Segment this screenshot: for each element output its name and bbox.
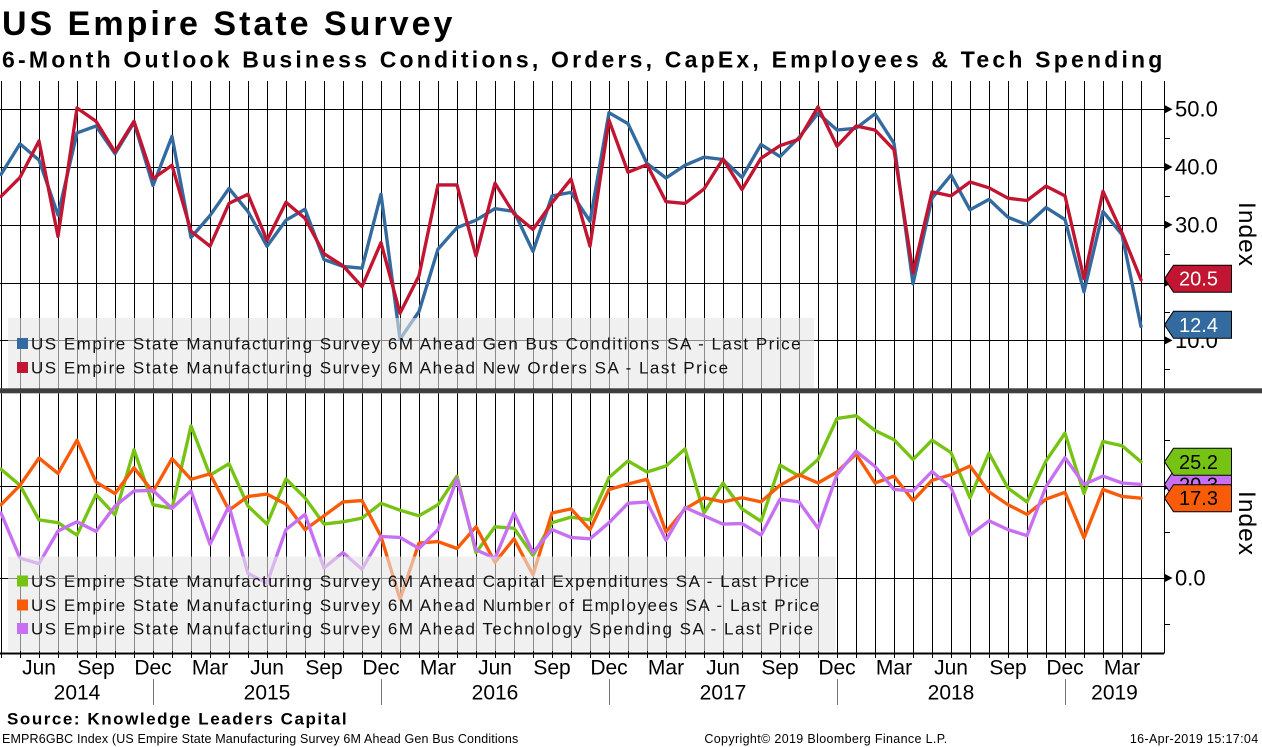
svg-text:Mar: Mar [1104, 656, 1140, 679]
svg-text:12.4: 12.4 [1179, 315, 1218, 337]
svg-text:Mar: Mar [876, 656, 912, 679]
svg-text:Mar: Mar [420, 656, 456, 679]
svg-text:2018: 2018 [928, 681, 975, 704]
svg-text:Dec: Dec [134, 656, 171, 679]
svg-text:2017: 2017 [700, 681, 747, 704]
svg-text:Dec: Dec [590, 656, 627, 679]
svg-text:Source: Knowledge Leaders Capi: Source: Knowledge Leaders Capital [7, 710, 348, 729]
svg-text:Sep: Sep [77, 656, 114, 679]
svg-text:2014: 2014 [54, 681, 101, 704]
svg-text:16-Apr-2019 15:17:04: 16-Apr-2019 15:17:04 [1130, 732, 1259, 746]
svg-text:Dec: Dec [1046, 656, 1083, 679]
svg-text:Index: Index [1233, 202, 1260, 267]
svg-text:US Empire State Manufacturing: US Empire State Manufacturing Survey 6M … [31, 572, 811, 591]
svg-text:2016: 2016 [472, 681, 519, 704]
svg-text:Sep: Sep [533, 656, 570, 679]
svg-text:2015: 2015 [244, 681, 291, 704]
svg-text:Dec: Dec [362, 656, 399, 679]
svg-text:US Empire State Manufacturing: US Empire State Manufacturing Survey 6M … [31, 335, 802, 354]
svg-text:40.0: 40.0 [1175, 155, 1218, 180]
svg-text:25.2: 25.2 [1179, 452, 1218, 474]
svg-text:6-Month Outlook Business Condi: 6-Month Outlook Business Conditions, Ord… [2, 47, 1166, 73]
svg-text:EMPR6GBC Index (US Empire Stat: EMPR6GBC Index (US Empire State Manufact… [2, 732, 518, 746]
svg-text:Index: Index [1233, 491, 1260, 556]
svg-text:0.0: 0.0 [1175, 566, 1206, 591]
svg-text:Sep: Sep [305, 656, 342, 679]
svg-text:Sep: Sep [761, 656, 798, 679]
svg-text:Jun: Jun [706, 656, 740, 679]
svg-text:Jun: Jun [478, 656, 512, 679]
svg-text:Jun: Jun [22, 656, 56, 679]
svg-text:US Empire State Manufacturing: US Empire State Manufacturing Survey 6M … [31, 620, 815, 639]
svg-text:US Empire State Manufacturing: US Empire State Manufacturing Survey 6M … [31, 596, 821, 615]
svg-text:17.3: 17.3 [1179, 488, 1218, 510]
svg-text:Jun: Jun [934, 656, 968, 679]
svg-text:30.0: 30.0 [1175, 212, 1218, 237]
svg-text:Copyright© 2019 Bloomberg Fina: Copyright© 2019 Bloomberg Finance L.P. [704, 732, 947, 746]
svg-text:20.5: 20.5 [1179, 269, 1218, 291]
svg-text:Dec: Dec [818, 656, 855, 679]
svg-text:Mar: Mar [192, 656, 228, 679]
svg-text:50.0: 50.0 [1175, 97, 1218, 122]
svg-text:Jun: Jun [250, 656, 284, 679]
svg-text:US Empire State Manufacturing: US Empire State Manufacturing Survey 6M … [31, 359, 730, 378]
svg-text:Sep: Sep [989, 656, 1026, 679]
svg-text:2019: 2019 [1091, 681, 1138, 704]
svg-text:Mar: Mar [648, 656, 684, 679]
svg-text:US Empire State Survey: US Empire State Survey [2, 5, 455, 43]
